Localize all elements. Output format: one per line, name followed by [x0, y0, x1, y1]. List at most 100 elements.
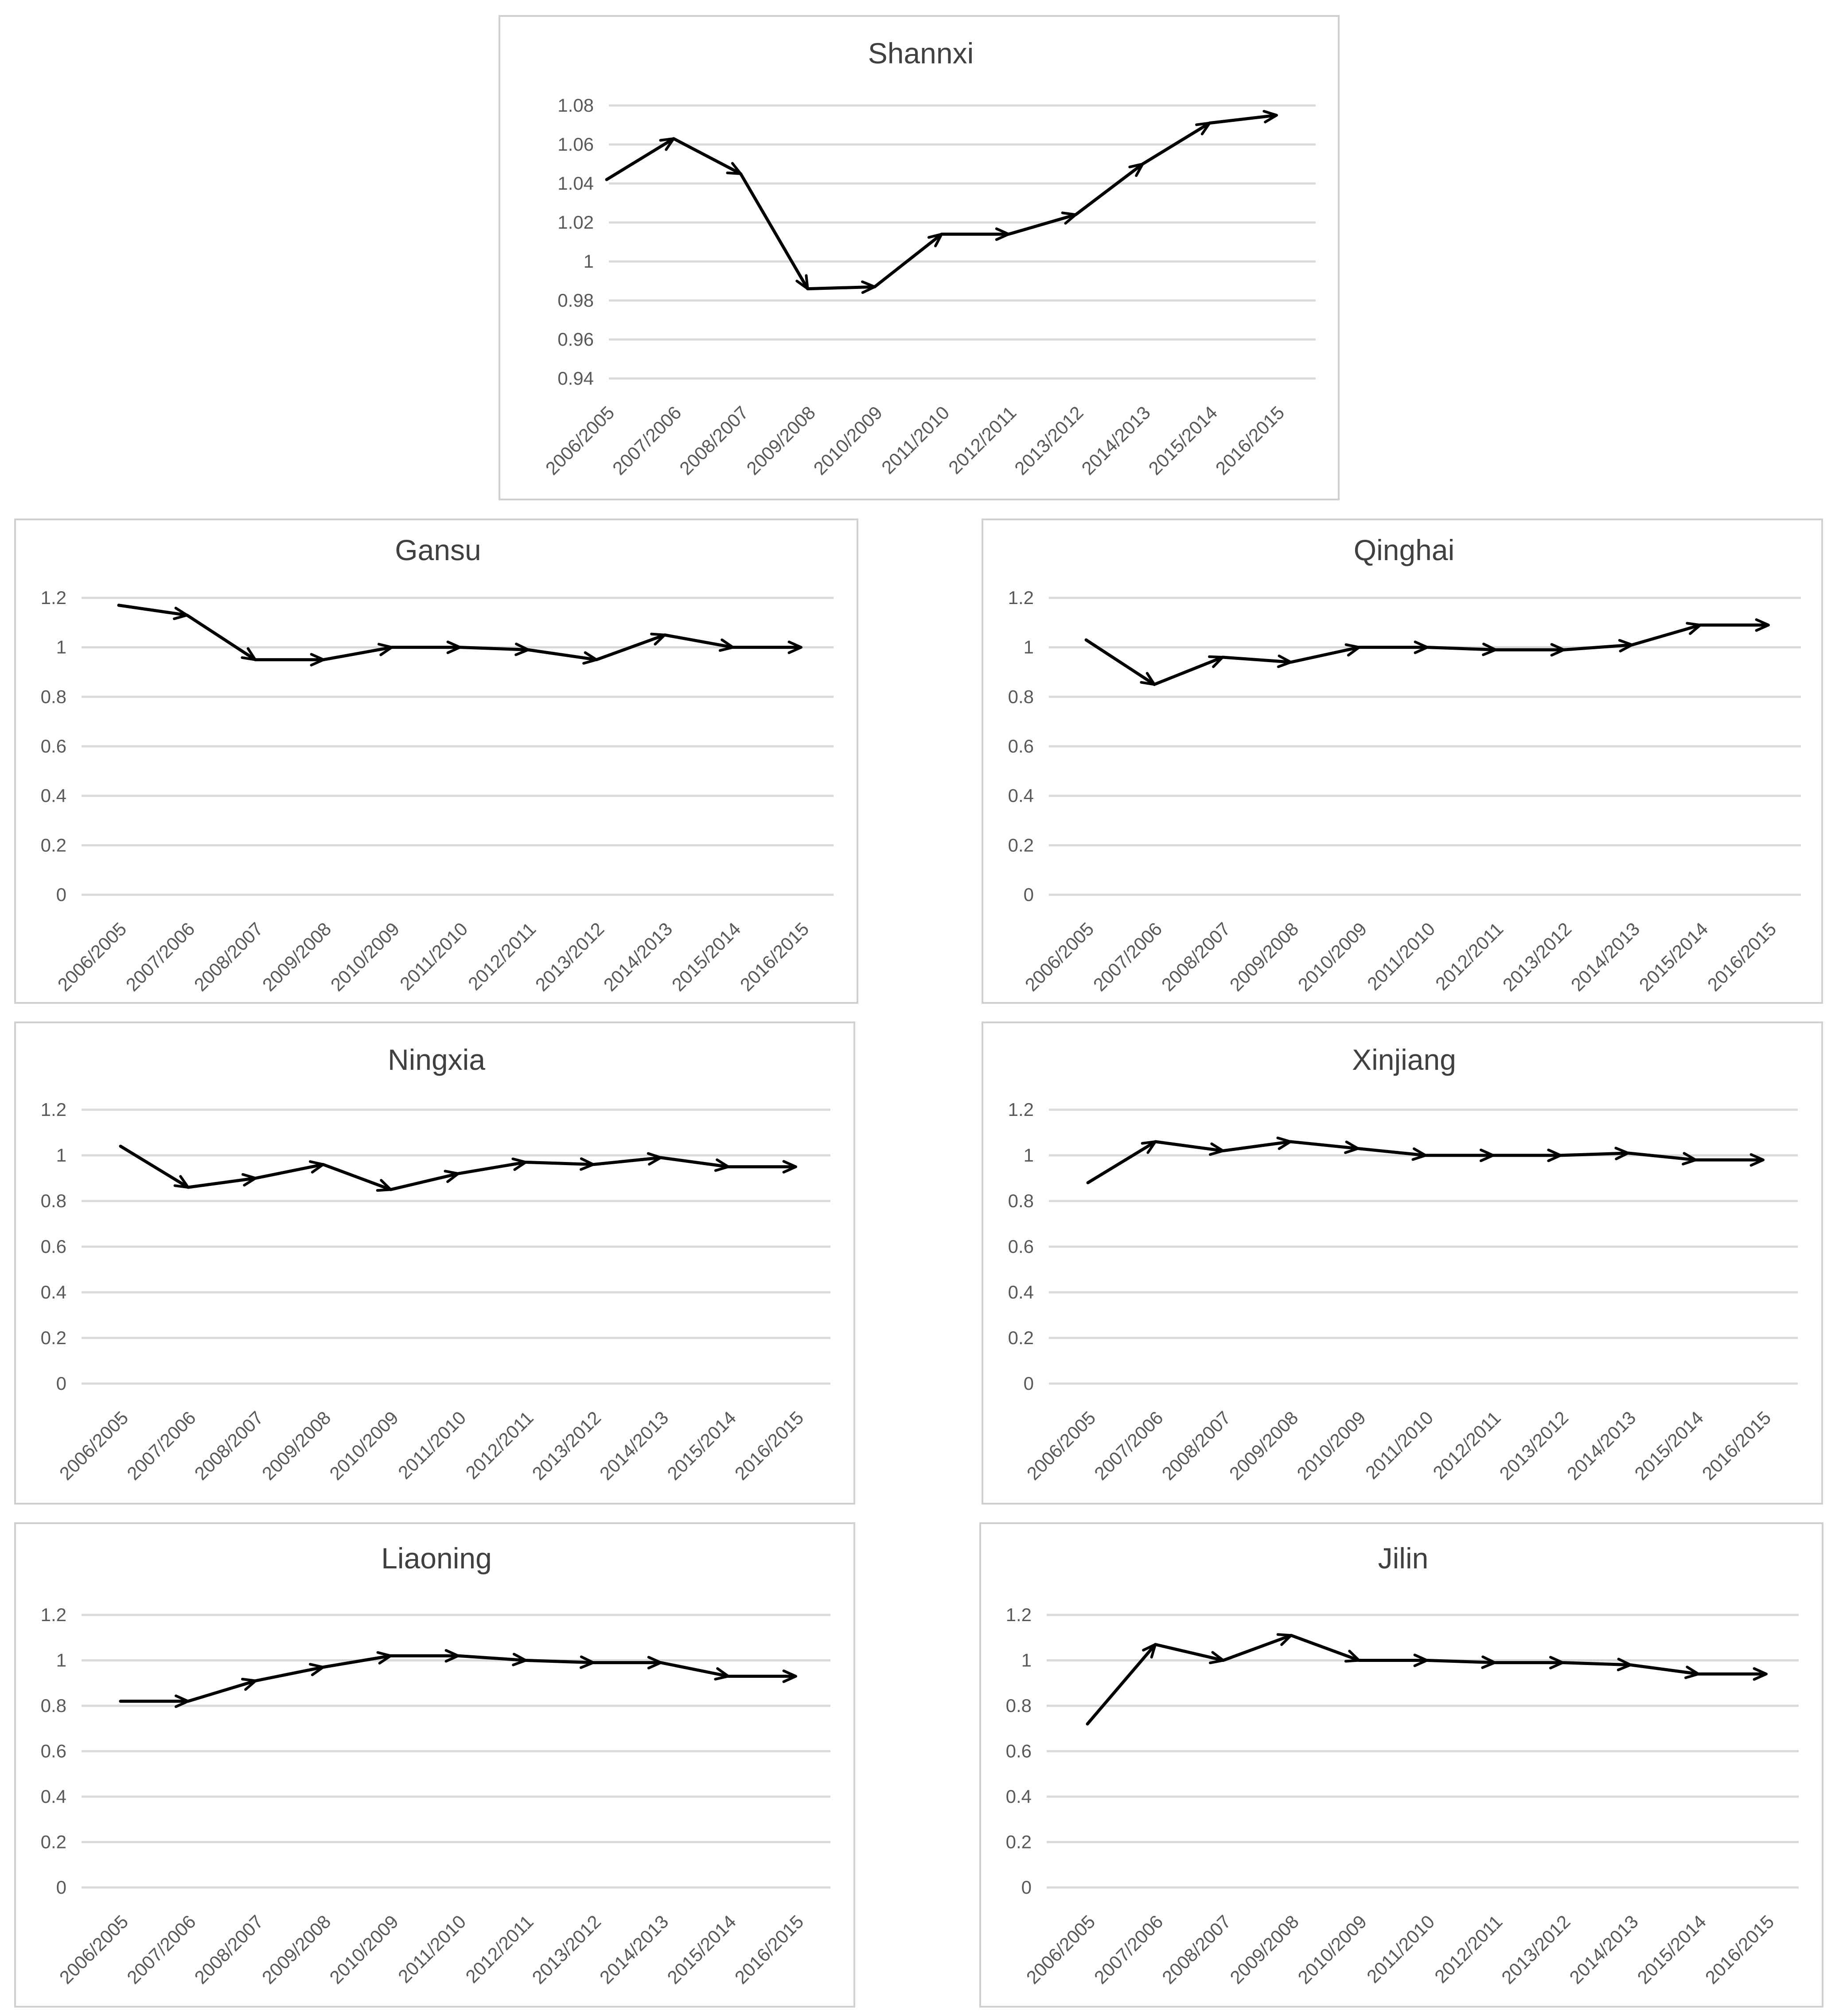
x-tick-label-liaoning-2015-2014: 2015/2014 — [663, 1911, 740, 1988]
chart-title-jilin: Jilin — [1378, 1542, 1429, 1575]
data-point-liaoning-2012-2011 — [512, 1653, 527, 1666]
data-point-liaoning-2008-2007 — [241, 1677, 257, 1691]
y-tick-label-shannxi-1-02: 1.02 — [557, 212, 594, 233]
y-tick-label-liaoning-0-4: 0.4 — [41, 1786, 66, 1807]
x-tick-label-qinghai-2010-2009: 2010/2009 — [1294, 918, 1371, 995]
data-point-xinjiang-2015-2014 — [1682, 1152, 1697, 1166]
x-tick-label-liaoning-2008-2007: 2008/2007 — [191, 1911, 268, 1988]
data-point-shannxi-2013-2012 — [1061, 211, 1077, 225]
chart-title-ningxia: Ningxia — [388, 1043, 485, 1076]
data-point-jilin-2008-2007 — [1208, 1651, 1225, 1665]
y-tick-label-gansu-1-2: 1.2 — [41, 587, 66, 608]
y-tick-label-xinjiang-0-6: 0.6 — [1008, 1236, 1034, 1257]
data-point-jilin-2009-2008 — [1276, 1633, 1293, 1646]
x-tick-label-jilin-2009-2008: 2009/2008 — [1226, 1911, 1303, 1988]
x-tick-label-xinjiang-2006-2005: 2006/2005 — [1023, 1407, 1100, 1484]
y-tick-label-qinghai-0-6: 0.6 — [1008, 736, 1034, 756]
data-point-xinjiang-2013-2012 — [1547, 1148, 1562, 1162]
data-point-shannxi-2009-2008 — [795, 274, 809, 290]
series-line-liaoning — [121, 1654, 796, 1703]
x-tick-label-gansu-2013-2012: 2013/2012 — [531, 918, 608, 995]
data-point-ningxia-2016-2015 — [782, 1160, 797, 1174]
data-point-gansu-2016-2015 — [787, 640, 803, 654]
chart-svg: Gansu 0 0.2 0.4 0.6 0.8 1 1.2 2006/20052007/2006… — [41, 534, 834, 995]
x-tick-label-qinghai-2016-2015: 2016/2015 — [1703, 918, 1780, 995]
x-tick-label-xinjiang-2015-2014: 2015/2014 — [1630, 1407, 1707, 1484]
y-tick-label-shannxi-0-98: 0.98 — [557, 290, 594, 311]
x-tick-label-ningxia-2009-2008: 2009/2008 — [258, 1407, 335, 1484]
data-point-gansu-2011-2010 — [446, 640, 461, 654]
data-point-xinjiang-2014-2013 — [1614, 1146, 1630, 1161]
data-point-xinjiang-2007-2006 — [1141, 1140, 1157, 1154]
y-tick-label-jilin-0: 0 — [1021, 1877, 1032, 1898]
chart-panel-gansu: Gansu 0 0.2 0.4 0.6 0.8 1 1.2 2006/2005 2007/2006… — [14, 519, 858, 1004]
data-point-liaoning-2013-2012 — [580, 1655, 595, 1669]
x-tick-label-liaoning-2007-2006: 2007/2006 — [123, 1911, 200, 1988]
x-tick-label-ningxia-2010-2009: 2010/2009 — [325, 1407, 402, 1484]
x-tick-label-gansu-2016-2015: 2016/2015 — [736, 918, 813, 995]
x-tick-label-gansu-2008-2007: 2008/2007 — [190, 918, 267, 995]
data-point-jilin-2015-2014 — [1684, 1665, 1700, 1679]
x-tick-label-qinghai-2015-2014: 2015/2014 — [1635, 918, 1712, 995]
y-tick-label-qinghai-0-8: 0.8 — [1008, 686, 1034, 707]
x-tick-label-gansu-2011-2010: 2011/2010 — [396, 918, 471, 994]
chart-svg: Xinjiang 0 0.2 0.4 0.6 0.8 1 1.2 2006/20052007/2… — [1008, 1043, 1798, 1484]
chart-title-liaoning: Liaoning — [381, 1542, 492, 1575]
x-tick-label-liaoning-2014-2013: 2014/2013 — [596, 1911, 673, 1988]
data-point-gansu-2009-2008 — [310, 653, 325, 667]
data-point-qinghai-2015-2014 — [1686, 622, 1702, 635]
x-tick-label-xinjiang-2016-2015: 2016/2015 — [1698, 1407, 1775, 1484]
data-point-jilin-2013-2012 — [1549, 1656, 1564, 1669]
chart-panel-xinjiang: Xinjiang 0 0.2 0.4 0.6 0.8 1 1.2 2006/2005 2007/2… — [982, 1022, 1823, 1505]
series-line-xinjiang — [1087, 1140, 1763, 1184]
data-point-ningxia-2013-2012 — [580, 1157, 595, 1171]
x-tick-label-liaoning-2012-2011: 2012/2011 — [461, 1911, 537, 1987]
chart-title-shannxi: Shannxi — [868, 37, 974, 70]
chart-panel-jilin: Jilin 0 0.2 0.4 0.6 0.8 1 1.2 2006/2005 2007/2006… — [979, 1522, 1823, 2008]
chart-title-qinghai: Qinghai — [1354, 534, 1455, 566]
data-point-xinjiang-2008-2007 — [1209, 1142, 1224, 1156]
series-line-gansu — [118, 604, 801, 662]
x-tick-label-liaoning-2010-2009: 2010/2009 — [325, 1911, 402, 1988]
y-tick-label-liaoning-0-2: 0.2 — [41, 1832, 66, 1852]
y-tick-label-liaoning-0: 0 — [56, 1877, 66, 1898]
x-tick-label-jilin-2016-2015: 2016/2015 — [1701, 1911, 1778, 1988]
y-tick-label-liaoning-0-6: 0.6 — [41, 1741, 66, 1762]
x-tick-label-xinjiang-2009-2008: 2009/2008 — [1225, 1407, 1302, 1484]
data-point-shannxi-2014-2013 — [1128, 163, 1144, 177]
data-point-ningxia-2011-2010 — [444, 1170, 460, 1183]
x-tick-label-shannxi-2011-2010: 2011/2010 — [877, 402, 953, 478]
y-tick-label-qinghai-0: 0 — [1024, 884, 1034, 905]
chart-panel-ningxia: Ningxia 0 0.2 0.4 0.6 0.8 1 1.2 2006/2005 2007/20… — [14, 1022, 855, 1505]
x-tick-label-shannxi-2006-2005: 2006/2005 — [542, 402, 619, 479]
data-point-jilin-2014-2013 — [1617, 1657, 1632, 1672]
x-tick-label-jilin-2014-2013: 2014/2013 — [1565, 1911, 1642, 1988]
series-line-qinghai — [1085, 623, 1769, 686]
x-tick-label-jilin-2010-2009: 2010/2009 — [1294, 1911, 1371, 1988]
data-point-xinjiang-2010-2009 — [1344, 1140, 1360, 1154]
data-point-qinghai-2014-2013 — [1618, 639, 1633, 653]
x-tick-label-gansu-2014-2013: 2014/2013 — [600, 918, 677, 995]
x-tick-label-ningxia-2011-2010: 2011/2010 — [394, 1407, 470, 1483]
x-tick-label-liaoning-2006-2005: 2006/2005 — [55, 1911, 132, 1988]
y-tick-label-shannxi-0-94: 0.94 — [557, 368, 594, 389]
y-tick-label-ningxia-1-2: 1.2 — [41, 1099, 66, 1120]
data-point-qinghai-2006-2005 — [1084, 638, 1088, 642]
y-tick-label-xinjiang-0-8: 0.8 — [1008, 1190, 1034, 1211]
chart-panel-qinghai: Qinghai 0 0.2 0.4 0.6 0.8 1 1.2 2006/2005 2007/20… — [982, 519, 1823, 1004]
x-tick-label-gansu-2009-2008: 2009/2008 — [258, 918, 335, 995]
x-tick-label-ningxia-2007-2006: 2007/2006 — [123, 1407, 200, 1484]
y-tick-label-ningxia-0-2: 0.2 — [41, 1327, 66, 1348]
y-tick-label-shannxi-1-08: 1.08 — [557, 95, 594, 116]
y-tick-label-shannxi-1-06: 1.06 — [557, 134, 594, 155]
chart-svg: Ningxia 0 0.2 0.4 0.6 0.8 1 1.2 2006/20052007/20… — [41, 1043, 830, 1484]
chart-panel-shannxi: Shannxi 0.94 0.96 0.98 1 1.02 1.04 1.06 1.08 2006… — [499, 15, 1340, 500]
data-point-qinghai-2012-2011 — [1482, 643, 1497, 656]
data-point-xinjiang-2011-2010 — [1411, 1147, 1427, 1161]
chart-title-gansu: Gansu — [395, 534, 481, 566]
x-tick-label-qinghai-2008-2007: 2008/2007 — [1157, 918, 1235, 995]
x-tick-label-xinjiang-2010-2009: 2010/2009 — [1293, 1407, 1370, 1484]
x-tick-label-shannxi-2015-2014: 2015/2014 — [1145, 402, 1222, 479]
data-point-jilin-2007-2006 — [1142, 1643, 1157, 1659]
x-tick-label-liaoning-2009-2008: 2009/2008 — [258, 1911, 335, 1988]
